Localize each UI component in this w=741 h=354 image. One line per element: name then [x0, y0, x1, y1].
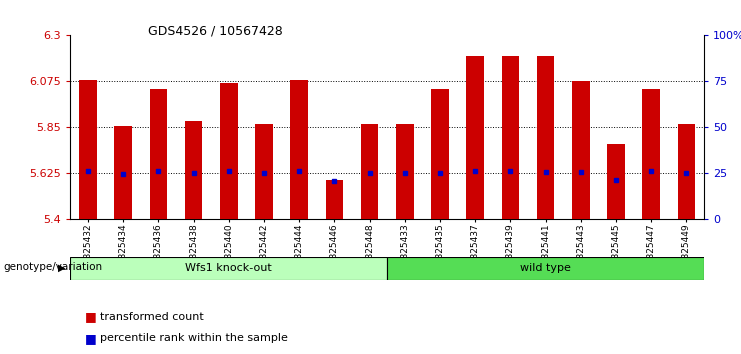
Text: ■: ■ [85, 332, 97, 344]
Bar [79, 80, 97, 219]
Bar [642, 88, 660, 219]
Bar [572, 81, 590, 219]
Bar [70, 257, 387, 280]
Bar [325, 179, 343, 219]
Bar [536, 56, 554, 219]
Bar [502, 56, 519, 219]
Bar [396, 124, 413, 219]
Text: wild type: wild type [520, 263, 571, 273]
Bar [220, 84, 238, 219]
Bar [431, 88, 449, 219]
Text: ■: ■ [85, 310, 97, 323]
Text: percentile rank within the sample: percentile rank within the sample [100, 333, 288, 343]
Bar [361, 124, 379, 219]
Bar [150, 88, 167, 219]
Bar [387, 257, 704, 280]
Text: genotype/variation: genotype/variation [4, 262, 103, 272]
Bar [466, 56, 484, 219]
Bar [255, 124, 273, 219]
Text: GDS4526 / 10567428: GDS4526 / 10567428 [148, 25, 283, 38]
Bar [185, 121, 202, 219]
Text: Wfs1 knock-out: Wfs1 knock-out [185, 263, 272, 273]
Text: ▶: ▶ [58, 262, 65, 272]
Bar [677, 124, 695, 219]
Bar [290, 80, 308, 219]
Text: transformed count: transformed count [100, 312, 204, 322]
Bar [114, 126, 132, 219]
Bar [607, 144, 625, 219]
